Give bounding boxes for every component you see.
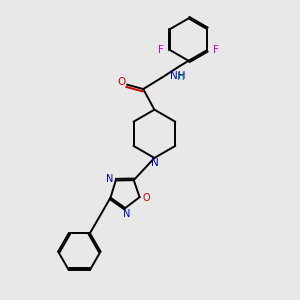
Text: N: N: [123, 209, 130, 220]
Text: N: N: [106, 174, 113, 184]
Text: O: O: [118, 77, 126, 87]
Text: H: H: [177, 72, 184, 82]
Text: F: F: [213, 45, 219, 55]
Text: F: F: [158, 45, 164, 55]
Text: N: N: [151, 158, 158, 168]
Text: NH: NH: [170, 71, 186, 81]
Text: O: O: [142, 193, 150, 203]
